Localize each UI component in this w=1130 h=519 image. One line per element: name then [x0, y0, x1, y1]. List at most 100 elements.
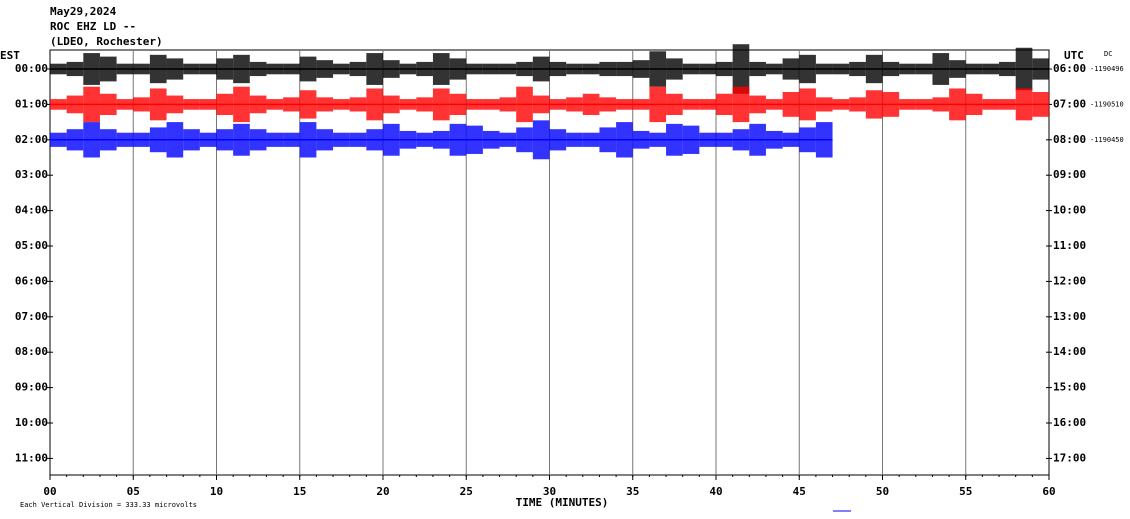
trace-envelope — [599, 127, 617, 153]
trace-envelope — [649, 51, 667, 87]
trace-envelope — [982, 63, 1000, 75]
row-label-right: 10:00 — [1053, 204, 1086, 217]
row-label-left: 07:00 — [15, 310, 48, 323]
row-label-left: 02:00 — [15, 133, 48, 146]
x-tick-label: 25 — [460, 485, 473, 498]
trace-envelope — [366, 53, 383, 85]
trace-envelope — [666, 58, 683, 80]
trace-envelope — [216, 129, 234, 151]
trace-envelope — [915, 63, 933, 75]
trace-envelope — [83, 86, 100, 123]
trace-envelope — [66, 129, 84, 151]
trace-envelope — [915, 99, 933, 110]
trace-envelope — [616, 61, 633, 77]
row-label-right: 08:00 — [1053, 133, 1086, 146]
trace-envelope — [249, 95, 267, 114]
row-label-left: 10:00 — [15, 416, 48, 429]
trace-envelope — [333, 99, 350, 110]
trace-envelope — [599, 61, 617, 77]
trace-envelope — [166, 58, 184, 80]
trace-envelope — [716, 93, 733, 116]
trace-envelope — [199, 63, 217, 75]
trace-envelope — [749, 61, 766, 77]
x-tick-label: 05 — [127, 485, 140, 498]
trace-envelope — [799, 54, 816, 84]
trace-envelope — [582, 93, 600, 116]
trace-envelope — [399, 99, 417, 110]
trace-envelope — [399, 63, 417, 75]
trace-envelope — [149, 88, 167, 121]
trace-envelope — [99, 56, 117, 82]
right-label: UTC — [1064, 49, 1084, 62]
trace-envelope — [949, 60, 966, 78]
trace-envelope — [849, 61, 866, 77]
trace-envelope — [1032, 58, 1049, 80]
trace-envelope — [982, 99, 1000, 110]
trace-envelope — [782, 92, 800, 117]
trace-envelope — [516, 61, 533, 77]
x-tick-label: 35 — [626, 485, 639, 498]
x-tick-label: 00 — [43, 485, 56, 498]
trace-envelope — [199, 132, 217, 147]
trace-envelope — [516, 86, 533, 123]
trace-envelope — [582, 132, 600, 147]
trace-envelope — [316, 97, 334, 112]
trace-envelope — [233, 54, 250, 84]
trace-envelope — [466, 125, 483, 154]
trace-envelope — [732, 44, 750, 94]
footer: Each Vertical Division = 333.33 microvol… — [20, 501, 197, 509]
trace-envelope — [632, 99, 650, 110]
x-tick-label: 50 — [876, 485, 889, 498]
trace-envelope — [549, 129, 567, 151]
trace-envelope — [299, 56, 317, 82]
header-line: (LDEO, Rochester) — [50, 35, 163, 48]
row-label-left: 01:00 — [15, 97, 48, 110]
trace-envelope — [349, 97, 367, 112]
dc-value: -1190510 — [1090, 100, 1124, 108]
trace-envelope — [549, 99, 567, 110]
trace-envelope — [1015, 47, 1033, 91]
trace-envelope — [649, 86, 667, 123]
trace-envelope — [882, 61, 900, 77]
trace-envelope — [765, 63, 783, 75]
trace-envelope — [316, 60, 334, 78]
dc-value: -1190450 — [1090, 136, 1124, 144]
trace-envelope — [349, 132, 367, 147]
trace-envelope — [1032, 92, 1049, 117]
trace-envelope — [149, 127, 167, 153]
row-label-right: 06:00 — [1053, 62, 1086, 75]
trace-envelope — [815, 97, 833, 112]
trace-envelope — [865, 54, 883, 84]
x-tick-label: 55 — [959, 485, 972, 498]
trace-envelope — [815, 122, 833, 158]
trace-envelope — [1015, 88, 1033, 121]
trace-envelope — [249, 61, 267, 77]
trace-envelope — [333, 63, 350, 75]
trace-envelope — [133, 63, 150, 75]
trace-envelope — [266, 63, 284, 75]
row-label-left: 09:00 — [15, 381, 48, 394]
trace-envelope — [116, 99, 134, 110]
trace-envelope — [999, 99, 1016, 110]
trace-envelope — [532, 56, 550, 82]
trace-envelope — [899, 99, 916, 110]
dc-label: DC — [1104, 50, 1112, 58]
trace-envelope — [416, 61, 433, 77]
header-line: May29,2024 — [50, 5, 117, 18]
x-tick-label: 40 — [709, 485, 722, 498]
trace-envelope — [682, 125, 700, 154]
x-tick-label: 20 — [376, 485, 389, 498]
trace-envelope — [732, 86, 750, 123]
trace-envelope — [233, 86, 250, 123]
trace-envelope — [83, 53, 100, 85]
trace-envelope — [499, 132, 517, 147]
row-label-right: 11:00 — [1053, 239, 1086, 252]
trace-envelope — [349, 61, 367, 77]
row-label-right: 14:00 — [1053, 345, 1086, 358]
trace-envelope — [749, 95, 766, 114]
row-label-right: 09:00 — [1053, 168, 1086, 181]
trace-envelope — [333, 132, 350, 147]
trace-envelope — [432, 130, 450, 149]
trace-envelope — [799, 88, 816, 121]
